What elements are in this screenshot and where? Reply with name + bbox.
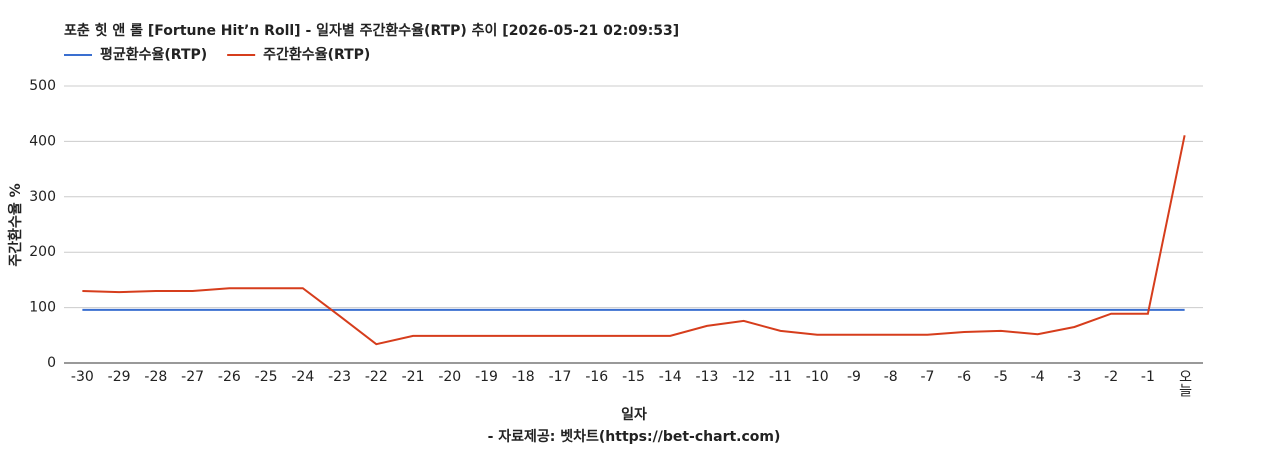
x-tick-label: -5 <box>994 369 1008 385</box>
x-tick-label: -24 <box>291 369 314 385</box>
x-tick-label: -26 <box>218 369 241 385</box>
chart-title: 포춘 힛 앤 롤 [Fortune Hit’n Roll] - 일자별 주간환수… <box>64 22 679 39</box>
x-axis-title: 일자 <box>621 407 647 423</box>
x-tick-label: -2 <box>1104 369 1118 385</box>
y-tick-label: 100 <box>29 300 56 316</box>
x-tick-label: -12 <box>732 369 755 385</box>
x-tick-label: 오늘 <box>1177 369 1193 397</box>
x-tick-label: -3 <box>1067 369 1081 385</box>
x-tick-label: -8 <box>884 369 898 385</box>
legend-label: 주간환수율(RTP) <box>263 46 370 63</box>
x-tick-label: -1 <box>1141 369 1155 385</box>
x-tick-label: -22 <box>365 369 388 385</box>
x-tick-label: -7 <box>920 369 934 385</box>
x-tick-label: -9 <box>847 369 861 385</box>
x-tick-label: -10 <box>806 369 829 385</box>
x-tick-label: -20 <box>438 369 461 385</box>
x-tick-label: -4 <box>1031 369 1045 385</box>
x-tick-label: -17 <box>549 369 572 385</box>
x-tick-label: -28 <box>144 369 167 385</box>
x-tick-label: -6 <box>957 369 971 385</box>
y-tick-label: 400 <box>29 133 56 149</box>
x-tick-label: -18 <box>512 369 535 385</box>
x-tick-label: -29 <box>108 369 131 385</box>
x-tick-label: -14 <box>659 369 682 385</box>
x-tick-label: -13 <box>696 369 719 385</box>
y-axis-title: 주간환수율 % <box>7 183 24 266</box>
x-tick-label: -27 <box>181 369 204 385</box>
x-tick-label: -11 <box>769 369 792 385</box>
x-tick-label: -23 <box>328 369 351 385</box>
source-note: - 자료제공: 벳차트(https://bet-chart.com) <box>488 428 781 445</box>
x-tick-label: -30 <box>71 369 94 385</box>
y-tick-label: 200 <box>29 244 56 260</box>
x-tick-label: -15 <box>622 369 645 385</box>
y-tick-label: 0 <box>47 355 56 371</box>
x-tick-label: -16 <box>585 369 608 385</box>
series-line <box>82 135 1186 346</box>
y-tick-label: 300 <box>29 189 56 205</box>
x-tick-label: -19 <box>475 369 498 385</box>
x-tick-label: -21 <box>402 369 425 385</box>
legend-label: 평균환수율(RTP) <box>100 46 207 63</box>
y-tick-label: 500 <box>29 78 56 94</box>
x-tick-label: -25 <box>255 369 278 385</box>
